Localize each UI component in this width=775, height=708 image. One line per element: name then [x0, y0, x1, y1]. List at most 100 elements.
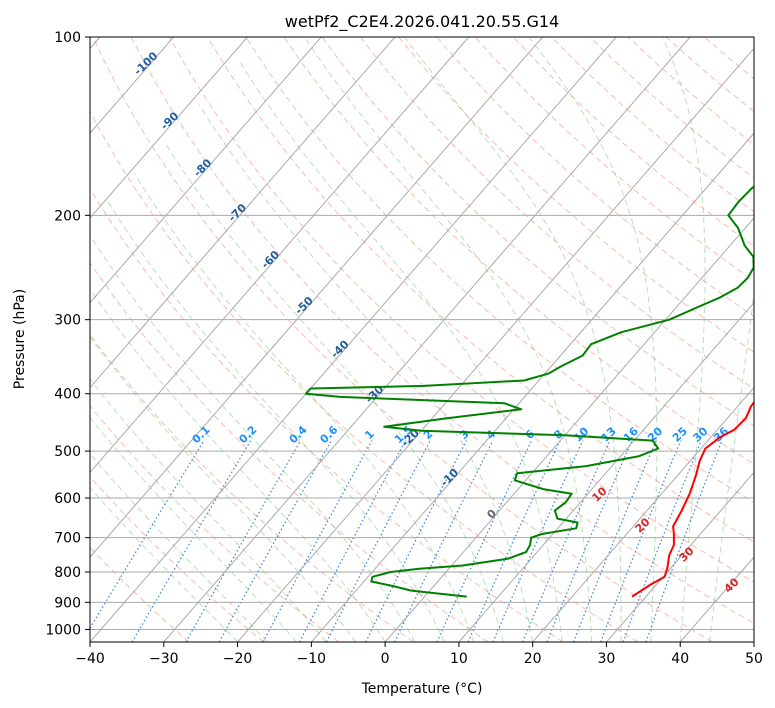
- mixing-ratio-label: 30: [690, 424, 710, 444]
- dry-adiabat: [703, 37, 754, 80]
- mixing-ratio-line: [131, 440, 252, 642]
- dry-adiabat: [207, 37, 754, 543]
- isotherm: [458, 302, 754, 642]
- dry-adiabat: [90, 546, 190, 642]
- mixing-ratio-lines: [90, 440, 723, 642]
- isotherms: [90, 37, 754, 642]
- dry-adiabat: [245, 37, 754, 504]
- mixing-ratio-line: [492, 440, 584, 642]
- isotherm: [90, 37, 617, 642]
- y-axis: 100 200 300 400 500 600 700 800 900 1000: [45, 30, 90, 638]
- isotherm: [90, 37, 322, 304]
- x-tick-label: −40: [75, 651, 105, 667]
- y-tick-label: 700: [54, 531, 81, 547]
- mixing-ratio-line: [467, 440, 561, 642]
- mixing-ratio-label: 10: [571, 424, 591, 444]
- x-tick-label: 20: [524, 651, 542, 667]
- mixing-ratio-label: 2: [421, 427, 436, 442]
- y-tick-label: 100: [54, 30, 81, 46]
- isotherm: [679, 556, 754, 642]
- isotherm: [532, 386, 754, 642]
- temperature-line: [631, 400, 754, 598]
- mixing-ratio-line: [185, 440, 302, 642]
- mixing-ratio-line: [546, 440, 633, 642]
- x-tick-label: 0: [381, 651, 390, 667]
- x-tick-label: 10: [450, 651, 468, 667]
- dry-adiabat: [90, 110, 639, 642]
- plot-area: -100-90-80-70-60-50-40-30-20-1000.1 0.2 0.…: [90, 37, 754, 642]
- y-tick-label: 500: [54, 444, 81, 460]
- line-labels: -100-90-80-70-60-50-40-30-20-1000.1 0.2 0.…: [131, 49, 741, 595]
- mixing-ratio-label: 1: [362, 427, 377, 442]
- isotherm: [90, 37, 396, 389]
- x-tick-label: −10: [297, 651, 327, 667]
- isotherm: [90, 37, 470, 474]
- y-tick-label: 900: [54, 595, 81, 611]
- isotherm-label: -10: [438, 466, 462, 489]
- x-axis-label: Temperature (°C): [361, 681, 483, 697]
- dry-adiabat: [474, 37, 754, 282]
- mixing-ratio-label: 13: [599, 425, 619, 445]
- moist-adiabat: [90, 486, 238, 642]
- moist-adiabat: [404, 37, 622, 642]
- moist-adiabat: [528, 37, 658, 642]
- dry-adiabat: [168, 37, 754, 583]
- moist-adiabat: [198, 104, 534, 642]
- moist-adiabat: [661, 37, 706, 642]
- mixing-ratio-label: 25: [670, 425, 690, 445]
- dewpoint-line: [305, 185, 754, 598]
- dry-adiabat: [90, 405, 339, 642]
- isotherm-label: -40: [328, 338, 352, 361]
- dry-adiabat: [360, 37, 754, 390]
- isotherm-label: -80: [191, 156, 215, 179]
- moist-adiabat: [90, 288, 386, 642]
- moist-adiabat: [709, 289, 754, 642]
- moist-adiabat-label: 40: [722, 575, 742, 595]
- x-tick-label: −30: [149, 651, 179, 667]
- x-tick-label: 30: [598, 651, 616, 667]
- x-tick-label: −20: [223, 651, 253, 667]
- dry-adiabat: [90, 333, 414, 642]
- mixing-ratio-label: 0.1: [190, 423, 213, 446]
- sounding-series: [305, 185, 754, 598]
- isotherm: [90, 37, 248, 219]
- moist-adiabats: [90, 37, 754, 642]
- dry-adiabat: [398, 37, 754, 353]
- isotherm: [753, 641, 754, 642]
- y-tick-label: 1000: [45, 622, 81, 638]
- mixing-ratio-line: [394, 440, 494, 642]
- mixing-ratio-line: [622, 440, 702, 642]
- dry-adiabat: [130, 37, 754, 624]
- mixing-ratio-line: [522, 440, 611, 642]
- mixing-ratio-label: 3: [457, 427, 472, 442]
- isotherm: [90, 37, 543, 558]
- mixing-ratio-line: [365, 440, 467, 642]
- dry-adiabat: [436, 37, 754, 317]
- y-axis-label: Pressure (hPa): [12, 289, 28, 389]
- isotherm: [606, 471, 754, 642]
- dry-adiabat: [90, 475, 265, 642]
- x-tick-label: 50: [745, 651, 763, 667]
- y-tick-label: 800: [54, 565, 81, 581]
- mixing-ratio-line: [262, 440, 373, 642]
- mixing-ratio-line: [572, 440, 657, 642]
- x-tick-label: 40: [671, 651, 689, 667]
- moist-adiabat: [107, 201, 445, 642]
- mixing-ratio-line: [218, 440, 332, 642]
- moist-adiabat: [90, 234, 416, 642]
- isotherm-label: -100: [131, 49, 160, 78]
- moist-adiabat-label: 30: [677, 544, 697, 564]
- isotherm-label: -60: [259, 248, 283, 271]
- moist-adiabat: [239, 61, 563, 642]
- mixing-ratio-label: 0.4: [287, 423, 310, 446]
- moist-adiabat: [90, 335, 356, 642]
- moist-adiabat: [90, 417, 297, 642]
- mixing-ratio-line: [645, 440, 723, 642]
- moist-adiabat-label: 10: [590, 484, 610, 504]
- y-tick-label: 300: [54, 313, 81, 329]
- chart-title: wetPf2_C2E4.2026.041.20.55.G14: [285, 12, 559, 32]
- isotherm: [384, 217, 754, 642]
- y-tick-label: 400: [54, 387, 81, 403]
- isotherm-label: -70: [226, 201, 250, 224]
